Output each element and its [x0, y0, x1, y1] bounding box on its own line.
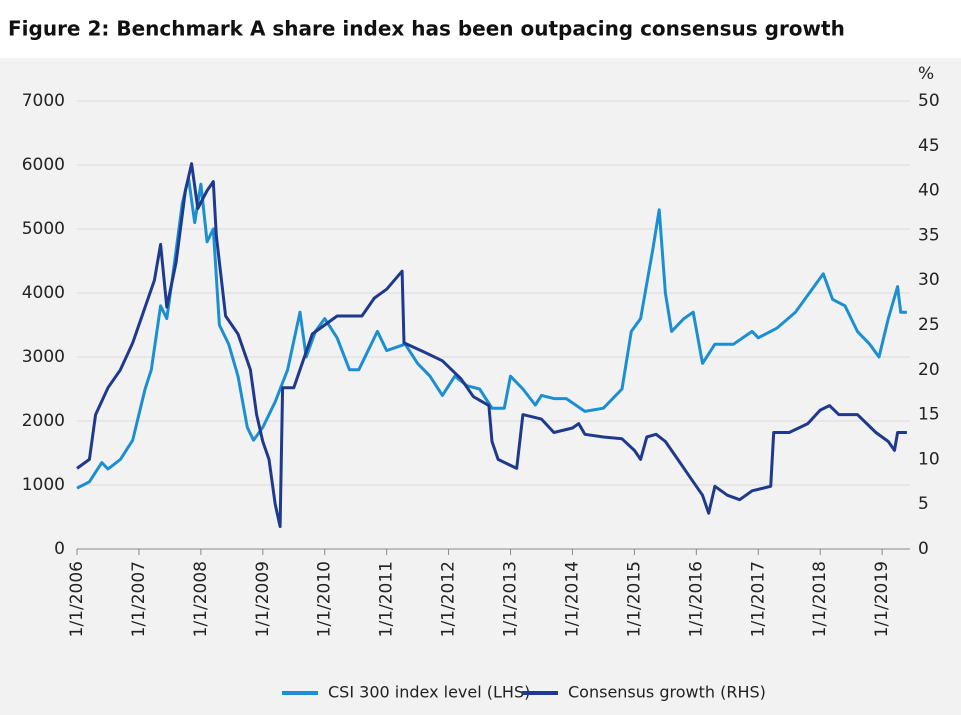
x-tick-label: 1/1/2014 [562, 561, 582, 637]
x-tick-label: 1/1/2018 [810, 561, 830, 637]
x-tick-label: 1/1/2019 [872, 561, 892, 637]
y2-tick-label: 15 [918, 405, 940, 425]
y-tick-label: 5000 [22, 219, 65, 239]
x-tick-label: 1/1/2007 [129, 561, 149, 637]
y2-tick-label: 50 [918, 91, 940, 111]
y-tick-label: 7000 [22, 91, 65, 111]
y2-tick-label: 30 [918, 270, 940, 290]
x-tick-label: 1/1/2017 [748, 561, 768, 637]
legend-label: CSI 300 index level (LHS) [328, 683, 530, 702]
legend-label: Consensus growth (RHS) [568, 683, 766, 702]
x-tick-label: 1/1/2015 [624, 561, 644, 637]
y-tick-label: 3000 [22, 347, 65, 367]
y2-tick-label: 10 [918, 449, 940, 469]
y2-tick-label: 5 [918, 494, 929, 514]
x-tick-label: 1/1/2010 [315, 561, 335, 637]
y-tick-label: 4000 [22, 283, 65, 303]
x-tick-label: 1/1/2013 [501, 561, 521, 637]
x-tick-label: 1/1/2011 [377, 561, 397, 637]
title-bar [0, 0, 961, 58]
y2-tick-label: 20 [918, 360, 940, 380]
y-tick-label: 0 [54, 539, 65, 559]
y2-tick-label: 25 [918, 315, 940, 335]
y2-tick-label: 40 [918, 181, 940, 201]
y-tick-label: 6000 [22, 155, 65, 175]
y2-tick-label: 35 [918, 225, 940, 245]
y2-tick-label: 0 [918, 539, 929, 559]
y2-tick-label: 45 [918, 136, 940, 156]
x-tick-label: 1/1/2006 [67, 561, 87, 637]
series-line [76, 162, 907, 529]
chart-title: Figure 2: Benchmark A share index has be… [8, 17, 845, 41]
x-tick-label: 1/1/2008 [191, 561, 211, 637]
y-tick-label: 2000 [22, 411, 65, 431]
x-tick-label: 1/1/2012 [439, 561, 459, 637]
y2-axis-label: % [918, 64, 934, 84]
x-tick-label: 1/1/2016 [686, 561, 706, 637]
y-tick-label: 1000 [22, 475, 65, 495]
x-tick-label: 1/1/2009 [253, 561, 273, 637]
